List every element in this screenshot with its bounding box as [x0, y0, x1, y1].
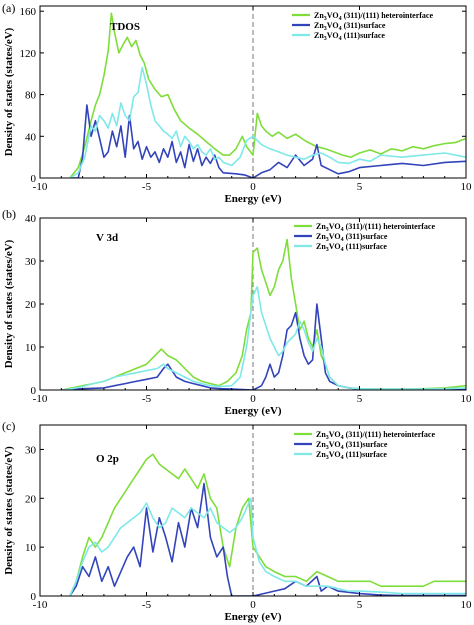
x-tick-label: 10 — [461, 393, 473, 405]
legend-label: Zn3VO4 (111)surface — [314, 31, 385, 42]
y-tick-label: 10 — [25, 542, 37, 554]
panel-title: O 2p — [96, 453, 119, 465]
x-tick-label: 10 — [461, 599, 473, 611]
y-tick-label: 30 — [25, 256, 37, 268]
y-tick-label: 160 — [20, 6, 37, 18]
legend-label: Zn3VO4 (311)surface — [316, 440, 388, 451]
panel-letter: (a) — [2, 1, 15, 15]
legend-label: Zn3VO4 (111)surface — [316, 450, 387, 461]
y-tick-label: 20 — [25, 493, 37, 505]
series-line-heterointerface — [69, 12, 466, 178]
y-tick-label: 0 — [31, 591, 37, 603]
y-tick-label: 80 — [25, 90, 37, 102]
x-tick-label: -5 — [142, 181, 152, 193]
x-axis-title: Energy (eV) — [224, 193, 281, 205]
panel-title: V 3d — [96, 232, 118, 244]
y-tick-label: 10 — [25, 342, 37, 354]
legend-label: Zn3VO4 (111)surface — [316, 242, 387, 253]
x-tick-label: 10 — [461, 181, 473, 193]
series-line-311-surface — [69, 104, 466, 178]
y-axis-title: Density of states (states/eV) — [3, 239, 15, 368]
x-axis-title: Energy (eV) — [224, 611, 281, 623]
legend-label: Zn3VO4 (311)/(111) heterointerface — [314, 11, 433, 22]
x-tick-label: 0 — [250, 393, 256, 405]
series-line-311-surface — [61, 303, 466, 390]
panel-letter: (b) — [2, 207, 16, 221]
x-axis-title: Energy (eV) — [224, 405, 281, 417]
x-tick-label: 5 — [357, 599, 363, 611]
legend-label: Zn3VO4 (311)surface — [314, 21, 386, 32]
chart-panel-a: -10 -5 0 5 10 0 40 80 120 160 Energy (eV) Density o… — [2, 1, 472, 205]
x-tick-label: -10 — [33, 599, 48, 611]
legend-label: Zn3VO4 (311)/(111) heterointerface — [316, 430, 435, 441]
series-line-311-surface — [69, 482, 466, 596]
legend-label: Zn3VO4 (311)/(111) heterointerface — [316, 222, 435, 233]
panel-letter: (c) — [2, 419, 15, 433]
y-axis-title: Density of states (states/eV) — [3, 27, 15, 156]
x-tick-label: 5 — [357, 393, 363, 405]
x-tick-label: 0 — [250, 599, 256, 611]
series-line-111-surface — [69, 497, 466, 596]
series-line-111-surface — [69, 66, 466, 178]
series-line-heterointerface — [61, 238, 466, 390]
legend: Zn3VO4 (311)/(111) heterointerfaceZn3VO4… — [292, 11, 433, 42]
y-tick-label: 20 — [25, 299, 37, 311]
y-tick-label: 120 — [20, 48, 37, 60]
x-tick-label: -5 — [142, 393, 152, 405]
chart-panel-b: -10 -5 0 5 10 0 10 20 30 40 Energy (eV) Density of … — [2, 207, 472, 417]
series-line-111-surface — [61, 285, 466, 390]
y-tick-label: 30 — [25, 444, 37, 456]
y-tick-label: 40 — [25, 213, 37, 225]
x-tick-label: -5 — [142, 599, 152, 611]
x-tick-label: 5 — [357, 181, 363, 193]
legend: Zn3VO4 (311)/(111) heterointerfaceZn3VO4… — [294, 430, 435, 461]
y-axis-title: Density of states (states/eV) — [3, 446, 15, 575]
series-line-heterointerface — [69, 453, 466, 596]
y-tick-label: 0 — [31, 173, 37, 185]
x-tick-label: -10 — [33, 393, 48, 405]
y-tick-label: 0 — [31, 385, 37, 397]
legend: Zn3VO4 (311)/(111) heterointerfaceZn3VO4… — [294, 222, 435, 253]
panel-title: TDOS — [110, 21, 140, 33]
x-tick-label: -10 — [33, 181, 48, 193]
y-tick-label: 40 — [25, 131, 37, 143]
chart-panel-c: -10 -5 0 5 10 0 10 20 30 Energy (eV) Density of st… — [2, 419, 472, 623]
x-tick-label: 0 — [250, 181, 256, 193]
legend-label: Zn3VO4 (311)surface — [316, 232, 388, 243]
